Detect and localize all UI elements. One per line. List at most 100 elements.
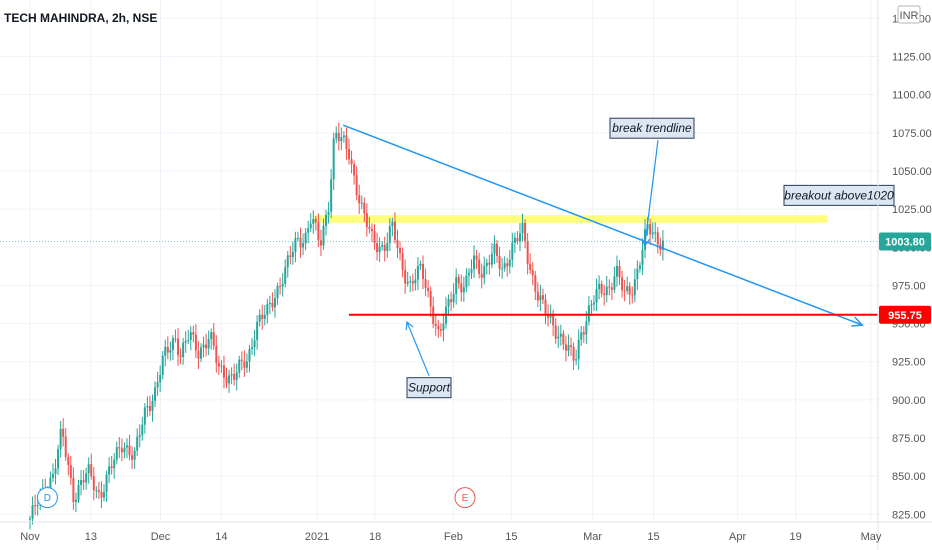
y-tick-label: 975.00 (892, 280, 926, 292)
candle-body (215, 345, 218, 363)
candle-body (633, 279, 636, 296)
candle-body (184, 340, 187, 343)
candle-body (243, 361, 246, 368)
x-tick-label: Nov (20, 531, 40, 543)
y-tick-label: 1125.00 (892, 51, 931, 63)
y-tick-label: 1075.00 (892, 128, 932, 140)
candle-body (67, 456, 70, 465)
candle-body (626, 286, 629, 291)
annotation-arrow (644, 140, 659, 246)
candle-body (36, 505, 39, 507)
candle-body (182, 342, 185, 358)
candle-body (166, 346, 169, 353)
candle-body (276, 286, 279, 299)
candle-body (235, 372, 238, 380)
candle-body (358, 195, 361, 204)
candle-body (222, 365, 225, 378)
drawings: break trendline breakout above1020 Support… (0, 117, 895, 509)
candle-body (31, 505, 34, 519)
candle-body (447, 299, 450, 307)
candle-body (391, 221, 394, 227)
candle-body (337, 132, 340, 142)
candle-body (582, 332, 585, 335)
candle-body (294, 238, 297, 252)
x-tick-label: 13 (85, 531, 97, 543)
candle-body (240, 359, 243, 362)
candle-body (156, 382, 159, 388)
candle-body (503, 263, 506, 269)
candle-body (261, 314, 264, 320)
descending-trendline (342, 124, 863, 326)
candle-body (409, 281, 412, 283)
candle-body (600, 283, 603, 294)
candle-body (342, 135, 345, 137)
candle-body (376, 243, 379, 253)
candle-body (508, 259, 511, 267)
candle-body (51, 473, 54, 478)
candle-body (651, 232, 654, 235)
candle-body (54, 468, 57, 474)
candle-body (373, 231, 376, 244)
trendline-arrowhead (851, 316, 864, 327)
candle-body (564, 344, 567, 351)
candle-body (148, 406, 151, 412)
candle-body (414, 279, 417, 284)
candle-body (355, 175, 358, 196)
candle-body (228, 375, 231, 384)
candle-body (312, 219, 315, 224)
candle-body (105, 474, 108, 493)
candle-body (187, 340, 190, 342)
candle-body (284, 267, 287, 284)
candle-body (368, 226, 371, 229)
candle-body (34, 505, 37, 507)
candle-body (422, 263, 425, 280)
candle-body (656, 232, 659, 245)
y-tick-label: 900.00 (892, 395, 926, 407)
candle-body (399, 247, 402, 254)
candle-body (317, 222, 320, 241)
candle-body (340, 136, 343, 142)
candle-body (205, 344, 208, 349)
candle-body (108, 466, 111, 475)
candle-body (330, 179, 333, 212)
candle-body (595, 289, 598, 303)
candle-body (378, 246, 381, 253)
x-tick-label: 15 (505, 531, 517, 543)
candle-body (439, 329, 442, 331)
candle-body (592, 302, 595, 305)
candle-body (115, 447, 118, 460)
x-tick-label: 19 (789, 531, 801, 543)
candle-body (59, 428, 62, 450)
candle-body (325, 214, 328, 226)
candle-body (309, 223, 312, 229)
candle-body (559, 333, 562, 337)
candle-body (57, 449, 60, 469)
candle-body (404, 269, 407, 284)
candle-body (429, 291, 432, 307)
x-tick-label: 15 (647, 531, 659, 543)
candle-body (136, 436, 139, 451)
candle-body (544, 299, 547, 315)
candle-body (174, 338, 177, 340)
candle-body (518, 233, 521, 242)
candle-body (335, 132, 338, 139)
candle-body (516, 237, 519, 242)
support-price-tag-text: 955.75 (888, 310, 922, 322)
candle-body (353, 164, 356, 176)
candle-body (450, 299, 453, 303)
candle-body (365, 213, 368, 227)
x-tick-label: Dec (151, 531, 171, 543)
candle-body (654, 232, 657, 234)
chart-title: TECH MAHINDRA, 2h, NSE (4, 11, 157, 25)
candle-body (348, 149, 350, 160)
candle-body (618, 265, 621, 278)
candle-body (169, 350, 172, 353)
candle-body (529, 263, 532, 270)
candle-body (29, 518, 31, 520)
y-tick-label: 850.00 (892, 471, 926, 483)
y-tick-label: 875.00 (892, 433, 926, 445)
candle-body (69, 464, 72, 478)
